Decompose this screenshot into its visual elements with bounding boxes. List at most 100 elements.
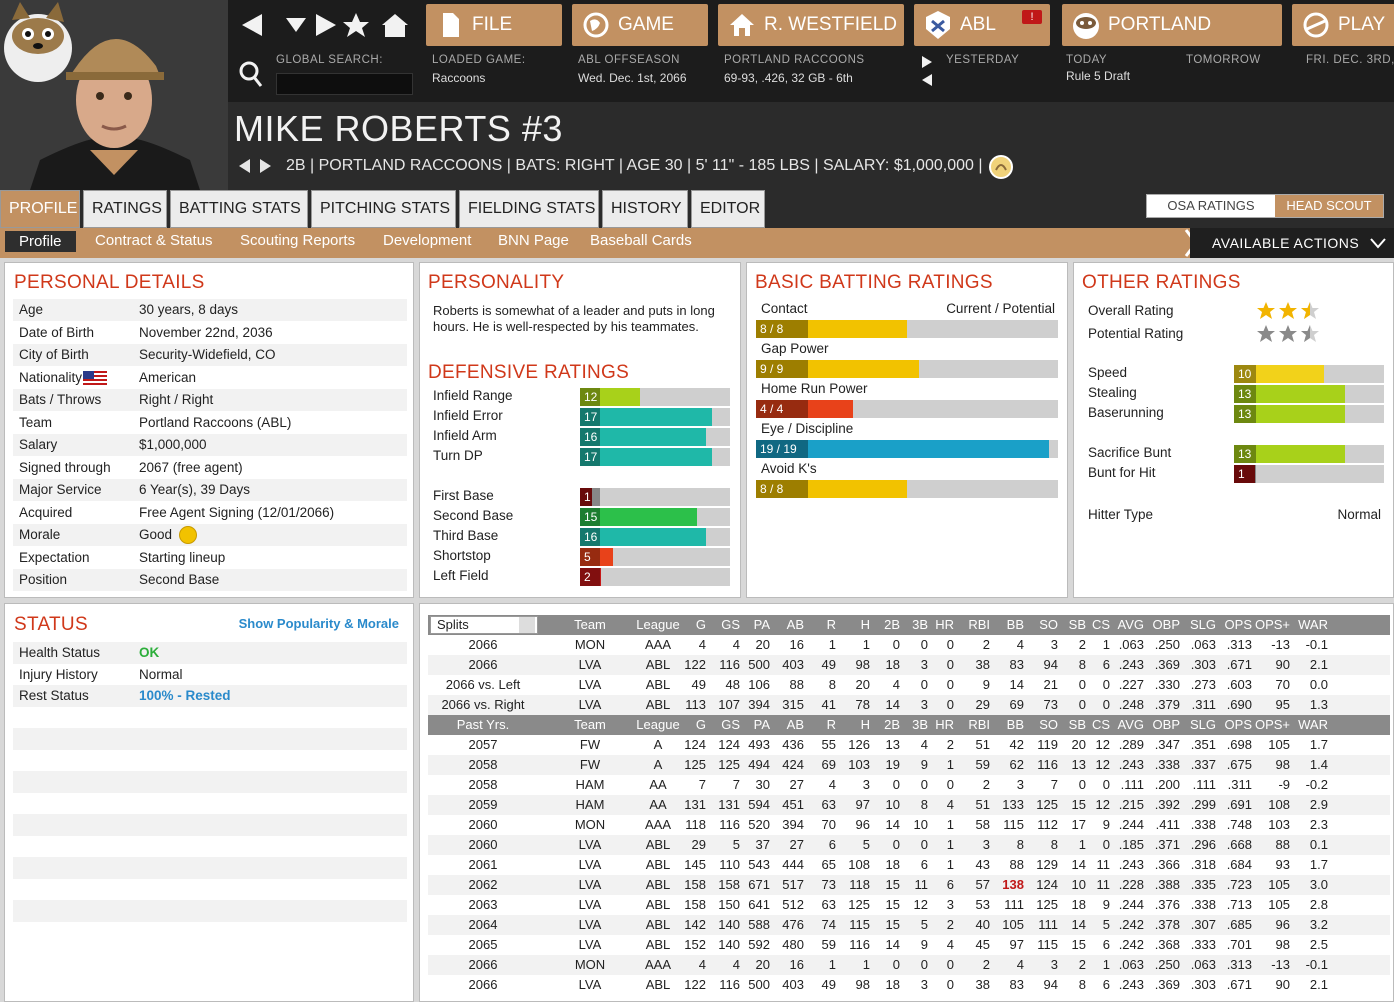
column-header[interactable]: HR	[935, 717, 954, 732]
column-header[interactable]: AVG	[1117, 617, 1145, 632]
team-menu-button[interactable]: PORTLAND	[1062, 4, 1282, 46]
column-header[interactable]: OBP	[1152, 717, 1180, 732]
tab-fielding-stats[interactable]: FIELDING STATS	[459, 190, 599, 228]
column-header[interactable]: 2B	[884, 717, 900, 732]
column-header[interactable]: SO	[1039, 717, 1058, 732]
table-cell: .289	[1118, 737, 1144, 752]
column-header[interactable]: GS	[721, 617, 740, 632]
tab-ratings[interactable]: RATINGS	[83, 190, 167, 228]
column-header[interactable]: 3B	[912, 717, 928, 732]
tab-pitching-stats[interactable]: PITCHING STATS	[311, 190, 456, 228]
table-cell: 2	[1078, 637, 1086, 652]
tab-batting-stats[interactable]: BATTING STATS	[170, 190, 308, 228]
play-button[interactable]: PLAY	[1292, 4, 1394, 46]
column-header[interactable]: League	[636, 617, 680, 632]
column-header[interactable]: G	[695, 617, 706, 632]
subtab-profile[interactable]: Profile	[5, 231, 76, 252]
column-header[interactable]: 3B	[912, 617, 928, 632]
column-header[interactable]: HR	[935, 617, 954, 632]
column-header[interactable]: Team	[574, 617, 606, 632]
detail-value: Good	[139, 527, 173, 542]
column-header[interactable]: CS	[1091, 717, 1110, 732]
table-cell: 17	[1071, 817, 1086, 832]
column-header[interactable]: SLG	[1189, 617, 1216, 632]
table-cell: 6	[1102, 657, 1110, 672]
table-cell: A	[653, 757, 663, 772]
splits-label: Splits	[437, 617, 469, 632]
game-menu-button[interactable]: GAME	[572, 4, 708, 46]
subtab-scouting-reports[interactable]: Scouting Reports	[240, 232, 356, 249]
table-cell: AAA	[644, 957, 671, 972]
column-header[interactable]: Team	[574, 717, 606, 732]
table-row: 2066 MON AAA 4 4 20 16 1 1 0 0 0 2 4 3 2 1 .063 .250 .063 .3…	[428, 635, 1390, 655]
table-cell: 493	[748, 737, 770, 752]
column-header[interactable]: OPS	[1224, 617, 1252, 632]
table-cell: LVA	[578, 837, 602, 852]
head-scout-option[interactable]: HEAD SCOUT	[1275, 195, 1383, 217]
table-cell: 1	[862, 637, 870, 652]
tab-editor[interactable]: EDITOR	[691, 190, 765, 228]
tab-history[interactable]: HISTORY	[602, 190, 688, 228]
subtab-baseball-cards[interactable]: Baseball Cards	[590, 232, 692, 249]
detail-row: Bats / Throws Right / Right	[13, 389, 407, 411]
detail-value[interactable]: Portland Raccoons (ABL)	[139, 414, 292, 430]
column-header[interactable]: G	[695, 717, 706, 732]
manager-menu-button[interactable]: R. WESTFIELD	[718, 4, 904, 46]
column-header[interactable]: OPS+	[1254, 617, 1290, 632]
column-header[interactable]: League	[636, 717, 680, 732]
notification-badge[interactable]: !	[1022, 10, 1042, 24]
column-header[interactable]: H	[860, 717, 870, 732]
search-icon[interactable]	[238, 60, 264, 90]
column-header[interactable]: OBP	[1152, 617, 1180, 632]
subtab-contract-status[interactable]: Contract & Status	[95, 232, 213, 249]
column-header[interactable]: BB	[1006, 717, 1024, 732]
tab-profile[interactable]: PROFILE	[0, 190, 80, 228]
column-header[interactable]: SB	[1068, 717, 1086, 732]
column-header[interactable]: WAR	[1298, 617, 1328, 632]
baseball-glove-icon[interactable]	[988, 154, 1014, 180]
player-nav-arrows[interactable]	[238, 158, 274, 174]
osa-ratings-option[interactable]: OSA RATINGS	[1167, 198, 1255, 213]
column-header[interactable]: CS	[1091, 617, 1110, 632]
column-header[interactable]: RBI	[968, 617, 990, 632]
column-header[interactable]: RBI	[968, 717, 990, 732]
table-cell: 2	[982, 777, 990, 792]
column-header[interactable]: 2B	[884, 617, 900, 632]
global-search-input[interactable]	[276, 73, 413, 95]
detail-value[interactable]: American	[139, 369, 197, 385]
table-cell: 125	[718, 757, 740, 772]
season-label: ABL OFFSEASON	[578, 54, 680, 66]
calendar-arrows-icon[interactable]	[920, 54, 934, 90]
column-header[interactable]: R	[826, 617, 836, 632]
table-cell: .368	[1154, 937, 1180, 952]
column-header[interactable]: AB	[786, 717, 804, 732]
yesterday-label[interactable]: YESTERDAY	[946, 54, 1020, 66]
tomorrow-label[interactable]: TOMORROW	[1186, 54, 1261, 66]
column-header[interactable]: PA	[753, 717, 770, 732]
detail-value: Free Agent Signing (12/01/2066)	[139, 504, 335, 520]
table-cell: 424	[782, 757, 804, 772]
column-header[interactable]: BB	[1006, 617, 1024, 632]
column-header[interactable]: OPS	[1224, 717, 1252, 732]
column-header[interactable]: R	[826, 717, 836, 732]
table-cell: 103	[848, 757, 870, 772]
show-popularity-morale-link[interactable]: Show Popularity & Morale	[238, 616, 399, 631]
column-header[interactable]: WAR	[1298, 717, 1328, 732]
column-header[interactable]: GS	[721, 717, 740, 732]
subtab-bnn-page[interactable]: BNN Page	[498, 232, 569, 249]
column-header[interactable]: AB	[786, 617, 804, 632]
column-header[interactable]: OPS+	[1254, 717, 1290, 732]
column-header[interactable]: H	[860, 617, 870, 632]
splits-dropdown[interactable]: Splits	[430, 616, 538, 634]
table-cell: 2	[982, 637, 990, 652]
column-header[interactable]: SO	[1039, 617, 1058, 632]
subtab-development[interactable]: Development	[383, 232, 472, 249]
column-header[interactable]: SLG	[1189, 717, 1216, 732]
column-header[interactable]: AVG	[1117, 717, 1145, 732]
file-menu-button[interactable]: FILE	[426, 4, 562, 46]
column-header[interactable]: PA	[753, 617, 770, 632]
rating-bar-fill	[1234, 365, 1324, 383]
league-menu-button[interactable]: ABL !	[914, 4, 1050, 46]
available-actions-button[interactable]: AVAILABLE ACTIONS	[1190, 228, 1394, 258]
column-header[interactable]: SB	[1068, 617, 1086, 632]
